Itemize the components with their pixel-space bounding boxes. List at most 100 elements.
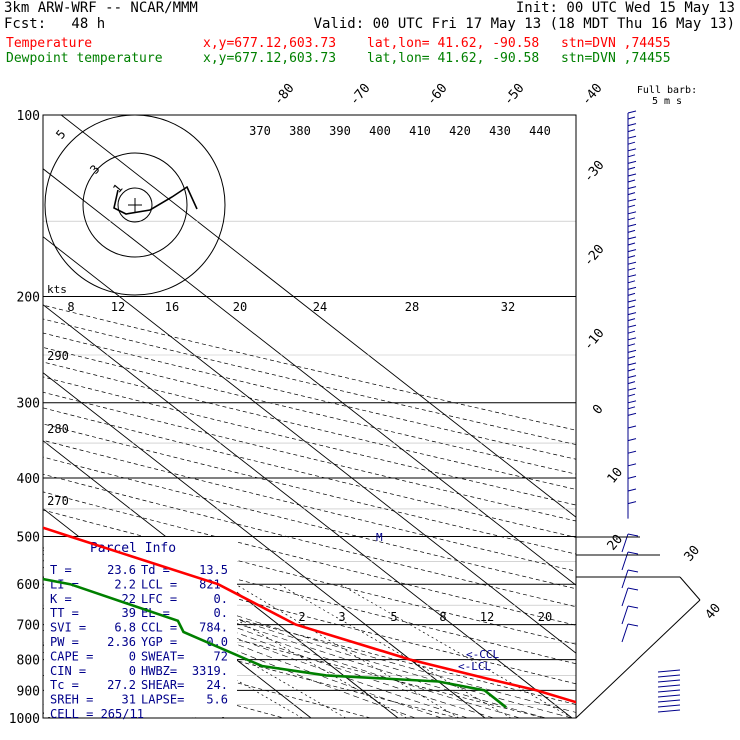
wind-barb [627,324,637,328]
parcel-row-value: 3319. [192,664,228,678]
temperature-legend-stn: stn=DVN ,74455 [561,36,671,51]
wind-barb [627,129,636,133]
mixing-ratio-label: 12 [480,610,494,624]
parcel-row-value: 0. [214,606,228,620]
mixing-ratio-label: 3 [338,610,345,624]
wind-barb [627,318,636,322]
parcel-row-label: LFC = [141,592,177,606]
parcel-row-label: LCL = [141,577,177,591]
wind-barb [657,709,681,713]
hodo-speed-label: 8 [67,300,74,314]
wind-barb [621,623,629,643]
barb-guide-line [679,576,701,601]
wind-barb [627,261,637,265]
wind-barb [627,368,636,372]
hodo-ring-label: 1 [110,181,125,196]
wind-barb [627,223,637,227]
wind-barb [627,242,636,246]
wind-barb [627,501,637,505]
parcel-info-title: Parcel Info [90,541,176,556]
temperature-legend-xy: x,y=677.12,603.73 [203,36,337,51]
wind-barb [657,669,681,673]
wind-barb [627,463,637,467]
wind-barb [657,679,681,683]
wind-barb [627,160,637,164]
wind-barb [627,292,636,296]
wind-barb [627,179,636,183]
parcel-cell-motion: CELL = 265/11 [50,707,144,721]
parcel-row-label: Tc = [50,678,79,692]
hodo-speed-label: 20 [233,300,247,314]
wind-barb [657,704,681,708]
isotherm-line [43,304,573,718]
dry-adiabat-line [43,318,576,445]
wind-barb [627,192,636,196]
wind-barb [627,400,637,404]
wind-barb [627,166,636,170]
pressure-label: 900 [17,684,40,699]
isotherm-label: -80 [271,81,298,109]
parcel-info-panel [44,537,237,717]
wind-barb [627,229,636,233]
pressure-label: 300 [17,397,40,412]
parcel-row-value: 13.5 [199,563,228,577]
isotherm-line [43,440,399,718]
parcel-row-value: 0. [214,592,228,606]
pressure-label: 200 [17,291,40,306]
full-barb-units: 5 m s [652,96,682,107]
theta-label: 440 [529,124,551,138]
plot-border [42,114,577,719]
parcel-row-value: 0 [129,649,136,663]
wind-barb [627,605,639,609]
barb-guide-line [575,599,701,719]
hodo-ring-middle [82,152,188,258]
parcel-row-value: 23.6 [107,563,136,577]
isotherm-line [60,115,576,518]
isotherm-line [43,168,576,586]
parcel-row-label: LAPSE= [141,693,184,707]
wind-barb [621,587,629,607]
moist-marker: M [376,531,383,544]
hodo-ring-outer [44,115,226,296]
wind-barb [627,211,637,215]
parcel-row-label: SVI = [50,621,86,635]
dry-adiabat-line [43,347,576,475]
wind-barb [627,280,636,284]
wind-barb [627,312,637,316]
parcel-row-value: 24. [206,678,228,692]
isotherm-line [43,372,486,718]
isotherm-label: -20 [581,242,608,270]
wind-barb [627,450,637,454]
wind-barb [627,286,637,290]
pressure-label: 500 [17,530,40,545]
mixing-ratio-label: 8 [439,610,446,624]
parcel-row-label: CCL = [141,621,177,635]
wind-barb [627,425,637,429]
parcel-row-value: 27.2 [107,678,136,692]
dry-adiabat-line [43,332,576,460]
isotherm-line [43,236,576,654]
parcel-row-value: 0 [129,664,136,678]
wind-barb [627,488,637,492]
wind-barb [627,533,639,537]
hodograph-trace [113,185,198,215]
hodo-speed-label: 32 [501,300,515,314]
isotherm-label: -40 [579,81,606,109]
parcel-row-label: SWEAT= [141,649,184,663]
parcel-row-label: PW = [50,635,79,649]
wind-barb [627,569,639,573]
hodo-speed-label: 16 [165,300,179,314]
wind-barb [627,355,636,359]
mixing-ratio-line [339,583,573,718]
isotherm-label: 10 [605,465,627,487]
wind-barb [627,217,636,221]
wind-barb [627,116,636,120]
pressure-label: 400 [17,472,40,487]
wind-barb [627,249,637,253]
pressure-label: 100 [17,109,40,124]
parcel-row-value: 6.8 [114,621,136,635]
hodo-ring-inner [117,187,153,223]
mixing-ratio-line [235,583,460,718]
wind-barb [657,699,681,703]
